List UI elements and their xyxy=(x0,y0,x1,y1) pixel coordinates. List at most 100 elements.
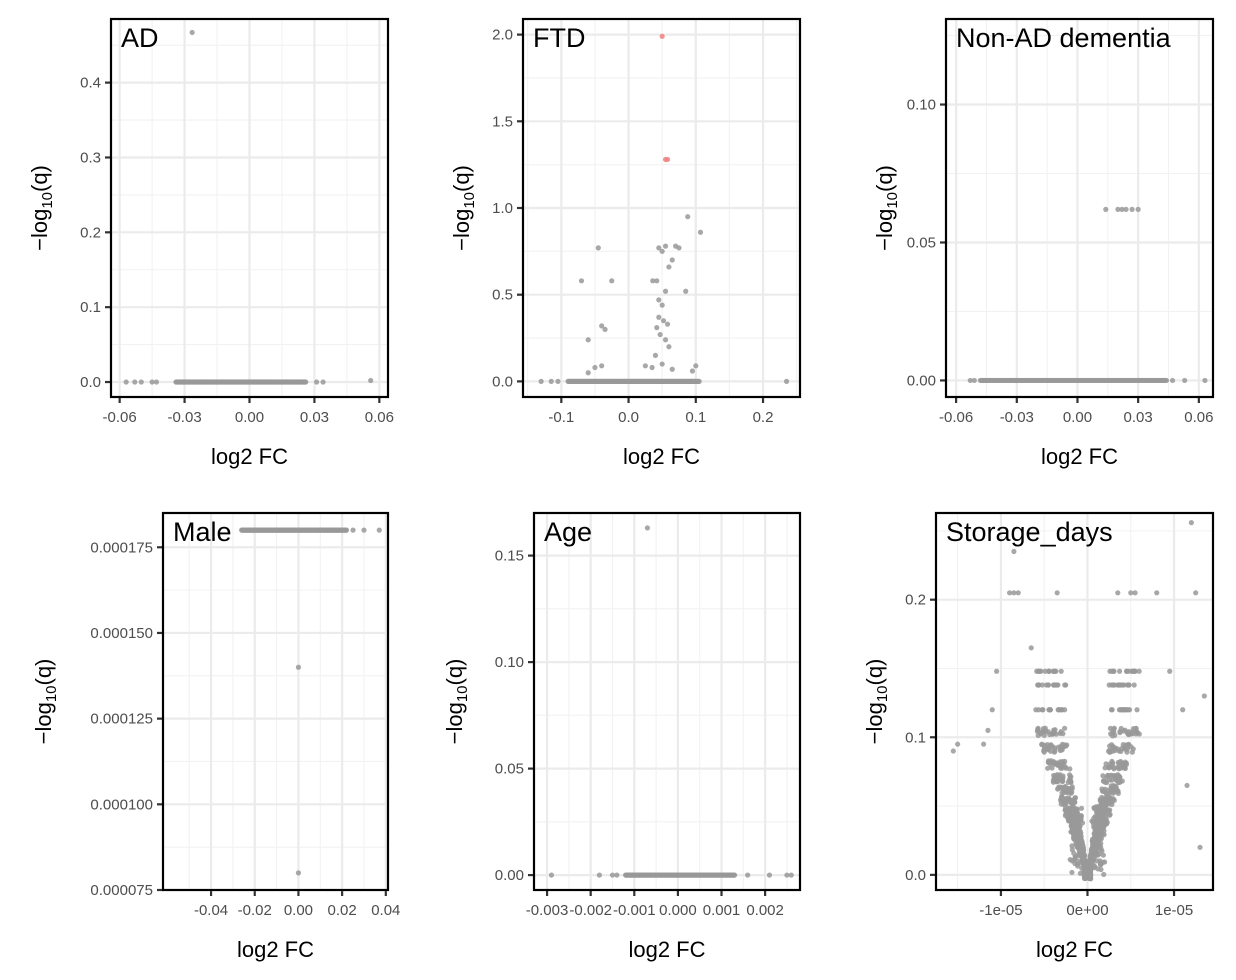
x-tick-label: 0.00 xyxy=(1063,409,1092,426)
cloud-point xyxy=(1105,772,1111,779)
baseline-point xyxy=(149,379,155,385)
points-layer xyxy=(950,520,1207,882)
data-point xyxy=(955,741,961,747)
panel-frame xyxy=(532,511,802,892)
baseline-point xyxy=(313,379,320,385)
y-tick-label: 2.0 xyxy=(492,27,513,44)
data-point xyxy=(950,748,956,754)
x-tick-label: 0.03 xyxy=(300,409,329,426)
x-tick-label: 1e-05 xyxy=(1155,902,1193,919)
cloud-point xyxy=(1099,807,1105,813)
cloud-point xyxy=(1118,707,1124,713)
cloud-point xyxy=(1110,682,1116,688)
cloud-point xyxy=(1092,813,1098,820)
y-tick-label: 0.1 xyxy=(905,729,926,746)
data-point xyxy=(644,525,650,531)
cloud-point xyxy=(1058,793,1065,800)
x-tick-label: -0.001 xyxy=(613,902,656,919)
cloud-point xyxy=(1068,798,1074,804)
cloud-point xyxy=(1131,668,1137,674)
panel-title: FTD xyxy=(533,23,585,53)
baseline-point xyxy=(132,379,138,385)
baseline-point xyxy=(614,872,620,878)
data-point xyxy=(1180,707,1186,713)
cloud-point xyxy=(1034,728,1040,734)
cloud-point xyxy=(1035,682,1041,688)
panel-title: AD xyxy=(121,23,159,53)
cloud-point xyxy=(1071,826,1077,832)
data-point xyxy=(189,29,195,36)
points-layer xyxy=(967,206,1208,384)
y-tick-label: 0.00 xyxy=(495,867,524,884)
data-point xyxy=(1132,590,1138,596)
cloud-point xyxy=(1060,731,1066,737)
cloud-point xyxy=(1136,668,1142,674)
data-point xyxy=(652,352,659,358)
data-point xyxy=(650,278,656,284)
cloud-point xyxy=(1068,779,1074,785)
x-tick-label: 0.06 xyxy=(365,409,394,426)
cloud-point xyxy=(1078,817,1084,823)
panel-title: Male xyxy=(173,517,232,547)
x-tick-label: -0.06 xyxy=(103,409,137,426)
cloud-point xyxy=(1068,774,1074,780)
cloud-point xyxy=(1050,682,1057,688)
data-point xyxy=(1054,590,1060,596)
data-point xyxy=(585,370,591,376)
cloud-point xyxy=(1045,765,1051,771)
cloud-point xyxy=(1048,748,1054,754)
baseline-point xyxy=(967,377,973,384)
data-point xyxy=(599,363,605,369)
baseline-point xyxy=(696,378,702,384)
cloud-point xyxy=(1063,800,1069,806)
cloud-point xyxy=(1098,846,1104,852)
data-point xyxy=(1135,206,1141,212)
y-tick-label: 0.05 xyxy=(907,234,936,251)
cloud-point xyxy=(1069,784,1075,790)
data-point xyxy=(1167,668,1173,674)
cloud-point xyxy=(1125,741,1132,747)
data-point xyxy=(659,302,665,308)
baseline-point xyxy=(1163,377,1170,384)
cloud-point xyxy=(1107,811,1113,818)
cloud-point xyxy=(1110,668,1117,674)
x-tick-label: 0e+00 xyxy=(1066,902,1108,919)
data-point xyxy=(642,363,648,369)
y-tick-label: 0.3 xyxy=(80,149,101,166)
cloud-point xyxy=(1090,861,1096,868)
points-layer xyxy=(123,29,374,385)
panel-frame xyxy=(521,17,802,399)
y-tick-label: 0.4 xyxy=(80,75,101,92)
y-tick-label: 0.5 xyxy=(492,287,513,304)
cloud-point xyxy=(1070,809,1076,815)
x-axis-title: log2 FC xyxy=(623,444,700,469)
data-point xyxy=(1015,590,1021,596)
baseline-point xyxy=(609,872,616,878)
data-point xyxy=(669,366,675,372)
data-point xyxy=(350,527,356,533)
cloud-point xyxy=(1070,830,1076,836)
data-point xyxy=(1197,844,1203,850)
data-point xyxy=(1193,590,1199,596)
cloud-point xyxy=(1110,744,1116,751)
cloud-point xyxy=(1062,725,1068,731)
x-tick-label: 0.04 xyxy=(371,902,400,919)
data-point xyxy=(993,668,1000,674)
cloud-point xyxy=(1115,788,1121,794)
cloud-point xyxy=(1123,707,1129,713)
data-point xyxy=(745,872,751,878)
cloud-point xyxy=(1127,731,1133,737)
cloud-point xyxy=(1108,707,1115,713)
cloud-point xyxy=(1042,668,1048,674)
cloud-point xyxy=(1126,682,1132,688)
cloud-point xyxy=(1106,682,1112,688)
cloud-point xyxy=(1078,813,1084,819)
cloud-point xyxy=(1118,748,1124,755)
cloud-point xyxy=(1077,824,1083,830)
data-point xyxy=(662,337,669,343)
x-tick-label: 0.001 xyxy=(703,902,741,919)
data-point xyxy=(555,378,561,384)
cloud-point xyxy=(1087,872,1093,879)
y-tick-label: 0.15 xyxy=(495,548,524,565)
data-point xyxy=(595,245,601,251)
